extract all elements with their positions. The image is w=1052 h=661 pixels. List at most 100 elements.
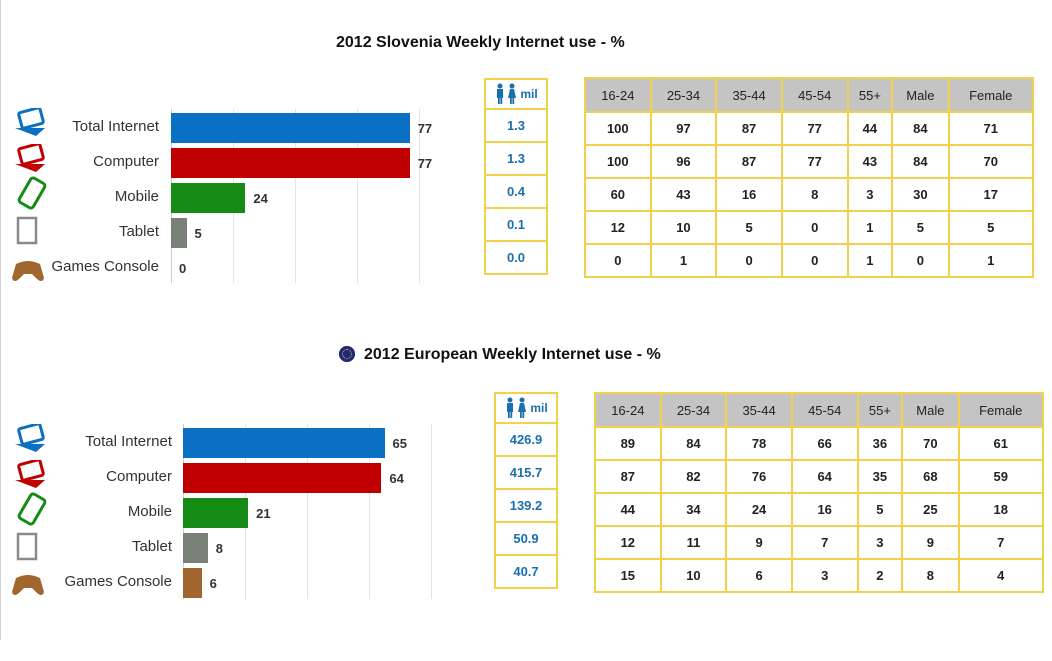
table-row: 44 34 24 16 5 25 18 (594, 492, 1044, 527)
table-cell: 76 (725, 459, 793, 494)
column-header: Female (947, 77, 1034, 113)
table-cell: 44 (594, 492, 662, 527)
gamepad-icon (12, 575, 44, 595)
laptop-icon (15, 108, 45, 136)
table-cell: 87 (715, 111, 783, 146)
table-cell: 1 (649, 243, 718, 278)
table-cell: 12 (594, 525, 662, 560)
table-row: 12 10 5 0 1 5 5 (584, 210, 1034, 245)
slovenia-demographic-table: 16-24 25-34 35-44 45-54 55+ Male Female … (584, 77, 1034, 278)
europe-panel: 2012 European Weekly Internet use - % To… (0, 0, 1052, 599)
slovenia-panel: 2012 Slovenia Weekly Internet use - % To… (0, 0, 1052, 300)
table-cell: 89 (594, 426, 662, 461)
mil-cell: 415.7 (494, 457, 558, 490)
table-row: 100 97 87 77 44 84 71 (584, 111, 1034, 146)
table-cell: 3 (856, 525, 904, 560)
category-label: Mobile (127, 503, 172, 520)
bar-value-label: 5 (194, 226, 202, 241)
table-cell: 7 (790, 525, 859, 560)
category-label: Mobile (114, 188, 159, 205)
table-cell: 1 (846, 243, 894, 278)
category-label: Total Internet (85, 433, 172, 450)
table-cell: 6 (725, 558, 793, 593)
table-cell: 10 (649, 210, 718, 245)
mil-cell: 0.0 (484, 242, 548, 275)
table-cell: 3 (846, 177, 894, 212)
category-label: Tablet (131, 538, 172, 555)
category-label: Computer (93, 153, 159, 170)
category-label: Games Console (64, 573, 172, 590)
table-cell: 100 (584, 111, 652, 146)
table-cell: 1 (947, 243, 1034, 278)
mil-cell: 1.3 (484, 143, 548, 176)
column-header: 16-24 (594, 392, 662, 428)
gridline (357, 109, 358, 283)
people-icon (507, 397, 527, 418)
left-border (0, 0, 1, 640)
smartphone-icon (17, 176, 47, 210)
mil-header: mil (484, 78, 548, 110)
mil-label: mil (530, 401, 548, 415)
table-cell: 5 (856, 492, 904, 527)
table-cell: 34 (659, 492, 728, 527)
bar (171, 148, 410, 178)
table-cell: 16 (790, 492, 859, 527)
europe-demographic-table: 16-24 25-34 35-44 45-54 55+ Male Female … (594, 392, 1044, 593)
mil-label: mil (520, 87, 538, 101)
table-cell: 61 (957, 426, 1044, 461)
gridline (419, 109, 420, 283)
bar-value-label: 77 (417, 156, 433, 171)
category-label: Computer (106, 468, 172, 485)
bar (183, 498, 249, 528)
bar (183, 568, 202, 598)
table-cell: 96 (649, 144, 718, 179)
column-header: 55+ (846, 77, 894, 113)
bar-value-label: 21 (256, 506, 271, 521)
table-cell: 70 (947, 144, 1034, 179)
bar-value-label: 8 (215, 541, 224, 556)
column-header: Male (891, 77, 950, 113)
column-header: 45-54 (780, 77, 849, 113)
mil-cell: 426.9 (494, 424, 558, 457)
column-header: 45-54 (790, 392, 859, 428)
table-cell: 7 (957, 525, 1044, 560)
table-cell: 3 (790, 558, 859, 593)
mil-cell: 1.3 (484, 110, 548, 143)
table-cell: 77 (780, 144, 849, 179)
table-header-row: 16-24 25-34 35-44 45-54 55+ Male Female (594, 392, 1044, 428)
column-header: Male (901, 392, 960, 428)
gridline (369, 424, 370, 599)
table-cell: 82 (659, 459, 728, 494)
table-cell: 8 (901, 558, 960, 593)
mil-header: mil (494, 392, 558, 424)
column-header: 35-44 (715, 77, 783, 113)
people-icon (497, 83, 517, 104)
tablet-icon (16, 216, 38, 245)
table-cell: 68 (901, 459, 960, 494)
table-cell: 9 (725, 525, 793, 560)
bar (183, 428, 385, 458)
table-cell: 59 (957, 459, 1044, 494)
mil-cell: 40.7 (494, 556, 558, 589)
table-cell: 4 (957, 558, 1044, 593)
table-cell: 2 (856, 558, 904, 593)
gridline (295, 109, 296, 283)
bar (171, 113, 410, 143)
europe-mil-column: mil 426.9 415.7 139.2 50.9 40.7 (494, 392, 558, 589)
table-cell: 8 (780, 177, 849, 212)
category-label: Total Internet (72, 118, 159, 135)
table-cell: 78 (725, 426, 793, 461)
table-cell: 84 (659, 426, 728, 461)
table-cell: 15 (594, 558, 662, 593)
table-cell: 5 (715, 210, 783, 245)
laptop-icon (15, 460, 45, 488)
bar-value-label: 6 (209, 576, 217, 591)
column-header: 25-34 (649, 77, 718, 113)
europe-title: 2012 European Weekly Internet use - % (364, 346, 661, 363)
table-cell: 100 (584, 144, 652, 179)
column-header: 55+ (856, 392, 904, 428)
table-cell: 84 (891, 111, 950, 146)
table-cell: 43 (649, 177, 718, 212)
table-cell: 87 (594, 459, 662, 494)
